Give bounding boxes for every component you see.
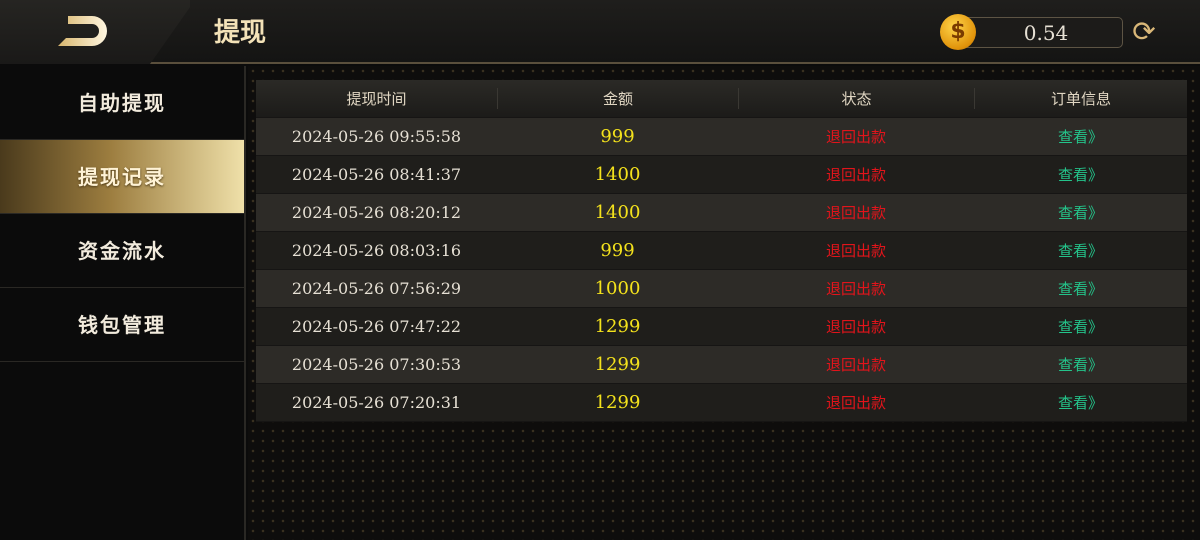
table-row: 2024-05-26 08:20:12 1400 退回出款 查看》 xyxy=(256,194,1187,232)
column-header-time: 提现时间 xyxy=(346,90,407,108)
amount: 1299 xyxy=(594,354,641,375)
sidebar-item-self-withdraw[interactable]: 自助提现 xyxy=(0,66,244,140)
sidebar: 自助提现 提现记录 资金流水 钱包管理 xyxy=(0,66,246,540)
withdraw-time: 2024-05-26 07:30:53 xyxy=(291,355,462,374)
page-title: 提现 xyxy=(214,18,267,48)
column-header-amount: 金额 xyxy=(497,88,738,109)
status-text: 退回出款 xyxy=(825,204,886,222)
top-bar: 提现 0.54 $ ⟳ xyxy=(0,0,1200,64)
view-order-link[interactable]: 查看》 xyxy=(1057,394,1103,412)
refresh-icon[interactable]: ⟳ xyxy=(1132,15,1156,48)
view-order-link[interactable]: 查看》 xyxy=(1057,318,1103,336)
balance-display: 0.54 xyxy=(955,17,1123,48)
table-row: 2024-05-26 08:03:16 999 退回出款 查看》 xyxy=(256,232,1187,270)
withdraw-time: 2024-05-26 08:03:16 xyxy=(291,241,462,260)
withdraw-time: 2024-05-26 08:20:12 xyxy=(291,203,462,222)
status-text: 退回出款 xyxy=(825,166,886,184)
status-text: 退回出款 xyxy=(825,318,886,336)
column-header-order-info: 订单信息 xyxy=(974,88,1187,109)
amount: 1299 xyxy=(594,392,641,413)
amount: 1299 xyxy=(594,316,641,337)
main-content: 提现时间 金额 状态 订单信息 2024-05-26 09:55:58 999 退回… xyxy=(248,66,1200,540)
table-row: 2024-05-26 07:20:31 1299 退回出款 查看》 xyxy=(256,384,1187,422)
withdraw-records-table: 提现时间 金额 状态 订单信息 2024-05-26 09:55:58 999 退回… xyxy=(256,80,1187,422)
amount: 999 xyxy=(600,240,635,261)
view-order-link[interactable]: 查看》 xyxy=(1057,128,1103,146)
table-header: 提现时间 金额 状态 订单信息 xyxy=(256,80,1187,118)
amount: 999 xyxy=(600,126,635,147)
back-area xyxy=(0,0,190,64)
table-row: 2024-05-26 09:55:58 999 退回出款 查看》 xyxy=(256,118,1187,156)
view-order-link[interactable]: 查看》 xyxy=(1057,356,1103,374)
sidebar-item-withdraw-records[interactable]: 提现记录 xyxy=(0,140,244,214)
status-text: 退回出款 xyxy=(825,356,886,374)
view-order-link[interactable]: 查看》 xyxy=(1057,204,1103,222)
table-row: 2024-05-26 07:30:53 1299 退回出款 查看》 xyxy=(256,346,1187,384)
withdraw-time: 2024-05-26 08:41:37 xyxy=(291,165,462,184)
view-order-link[interactable]: 查看》 xyxy=(1057,242,1103,260)
amount: 1400 xyxy=(594,164,641,185)
back-icon[interactable] xyxy=(58,14,108,48)
withdraw-time: 2024-05-26 07:56:29 xyxy=(291,279,462,298)
status-text: 退回出款 xyxy=(825,128,886,146)
column-header-status: 状态 xyxy=(738,88,974,109)
status-text: 退回出款 xyxy=(825,242,886,260)
sidebar-item-fund-flow[interactable]: 资金流水 xyxy=(0,214,244,288)
status-text: 退回出款 xyxy=(825,394,886,412)
amount: 1400 xyxy=(594,202,641,223)
withdraw-time: 2024-05-26 09:55:58 xyxy=(291,127,462,146)
view-order-link[interactable]: 查看》 xyxy=(1057,166,1103,184)
view-order-link[interactable]: 查看》 xyxy=(1057,280,1103,298)
table-row: 2024-05-26 07:56:29 1000 退回出款 查看》 xyxy=(256,270,1187,308)
withdraw-time: 2024-05-26 07:20:31 xyxy=(291,393,462,412)
coin-icon: $ xyxy=(940,14,976,50)
table-row: 2024-05-26 08:41:37 1400 退回出款 查看》 xyxy=(256,156,1187,194)
sidebar-item-wallet-management[interactable]: 钱包管理 xyxy=(0,288,244,362)
amount: 1000 xyxy=(594,278,641,299)
withdraw-time: 2024-05-26 07:47:22 xyxy=(291,317,462,336)
table-row: 2024-05-26 07:47:22 1299 退回出款 查看》 xyxy=(256,308,1187,346)
status-text: 退回出款 xyxy=(825,280,886,298)
